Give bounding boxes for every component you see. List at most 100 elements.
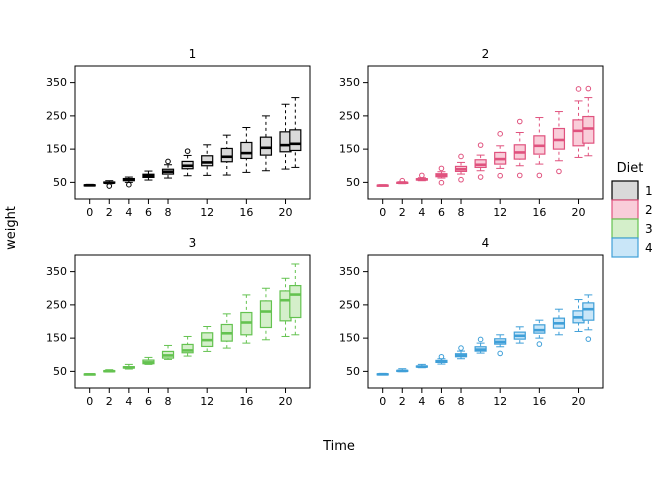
panel-title: 3 (189, 236, 197, 250)
x-tick-label: 2 (106, 206, 113, 219)
panel-title: 2 (482, 47, 490, 61)
y-tick-label: 250 (46, 298, 67, 311)
x-tick-label: 16 (532, 395, 546, 408)
y-tick-label: 350 (46, 76, 67, 89)
x-tick-label: 20 (572, 395, 586, 408)
y-tick-label: 350 (339, 265, 360, 278)
y-tick-label: 150 (46, 332, 67, 345)
outlier-point (516, 118, 523, 125)
outlier-point (497, 172, 503, 179)
y-tick-label: 150 (339, 332, 360, 345)
panel-frame (74, 254, 311, 389)
x-tick-label: 0 (379, 206, 386, 219)
panel-frame (367, 254, 604, 389)
x-tick-label: 16 (239, 395, 253, 408)
legend-label: 3 (645, 222, 653, 236)
outlier-point (458, 153, 464, 160)
x-tick-label: 8 (165, 395, 172, 408)
y-tick-label: 50 (346, 176, 360, 189)
x-tick-label: 0 (86, 395, 93, 408)
outlier-point (536, 172, 543, 179)
legend-label: 1 (645, 184, 653, 198)
panel-frame (367, 65, 604, 200)
x-tick-label: 8 (458, 395, 465, 408)
legend-swatch (611, 237, 639, 258)
legend-label: 2 (645, 203, 653, 217)
x-tick-label: 20 (279, 206, 293, 219)
x-tick-label: 12 (200, 206, 214, 219)
x-tick-label: 8 (165, 206, 172, 219)
box-rect (201, 155, 214, 167)
y-tick-label: 250 (339, 109, 360, 122)
outlier-point (556, 168, 562, 175)
legend-swatch (611, 180, 639, 201)
x-axis-label: Time (322, 439, 355, 454)
legend-title: Diet (617, 161, 644, 176)
box-rect (220, 147, 233, 163)
y-tick-label: 50 (53, 365, 67, 378)
legend-swatch (611, 199, 639, 220)
outlier-point (497, 350, 503, 357)
x-tick-label: 2 (106, 395, 113, 408)
box-rect (259, 300, 273, 329)
legend-swatch (611, 218, 639, 239)
outlier-point (438, 179, 445, 186)
outlier-point (477, 336, 484, 343)
y-tick-label: 150 (339, 143, 360, 156)
x-tick-label: 12 (493, 206, 507, 219)
y-tick-label: 50 (53, 176, 67, 189)
box-rect (181, 343, 194, 354)
x-tick-label: 6 (145, 206, 152, 219)
outlier-point (438, 353, 445, 360)
outlier-point (106, 183, 113, 189)
outlier-point (438, 165, 445, 172)
x-tick-label: 6 (438, 206, 445, 219)
x-tick-label: 4 (125, 395, 132, 408)
x-tick-label: 16 (532, 206, 546, 219)
box-rect (240, 141, 253, 160)
x-tick-label: 12 (493, 395, 507, 408)
y-tick-label: 250 (339, 298, 360, 311)
outlier-point (516, 172, 523, 179)
outlier-point (165, 158, 171, 165)
outlier-point (184, 148, 191, 154)
outlier-point (458, 345, 464, 351)
y-tick-label: 50 (346, 365, 360, 378)
box-rect (259, 136, 273, 156)
outlier-point (399, 177, 406, 184)
outlier-point (419, 172, 425, 179)
x-tick-label: 12 (200, 395, 214, 408)
box-rect (289, 284, 302, 319)
panel-title: 4 (482, 236, 490, 250)
y-axis-label: weight (4, 206, 19, 250)
y-tick-label: 250 (46, 109, 67, 122)
outlier-point (477, 142, 484, 148)
outlier-point (575, 86, 582, 92)
x-tick-label: 20 (572, 206, 586, 219)
outlier-point (585, 336, 592, 342)
x-tick-label: 6 (145, 395, 152, 408)
y-tick-label: 350 (46, 265, 67, 278)
panel-title: 1 (189, 47, 197, 61)
x-tick-label: 4 (125, 206, 132, 219)
outlier-point (477, 174, 484, 180)
box-rect (582, 302, 595, 321)
legend-group: 1 2 3 4 (611, 180, 653, 258)
panel-frame (74, 65, 311, 200)
x-tick-label: 20 (279, 395, 293, 408)
y-tick-label: 150 (46, 143, 67, 156)
legend-label: 4 (645, 241, 653, 255)
x-tick-label: 2 (399, 395, 406, 408)
y-tick-label: 350 (339, 76, 360, 89)
outlier-point (458, 176, 464, 183)
x-tick-label: 4 (418, 206, 425, 219)
box-rect (289, 129, 302, 152)
x-tick-label: 2 (399, 206, 406, 219)
